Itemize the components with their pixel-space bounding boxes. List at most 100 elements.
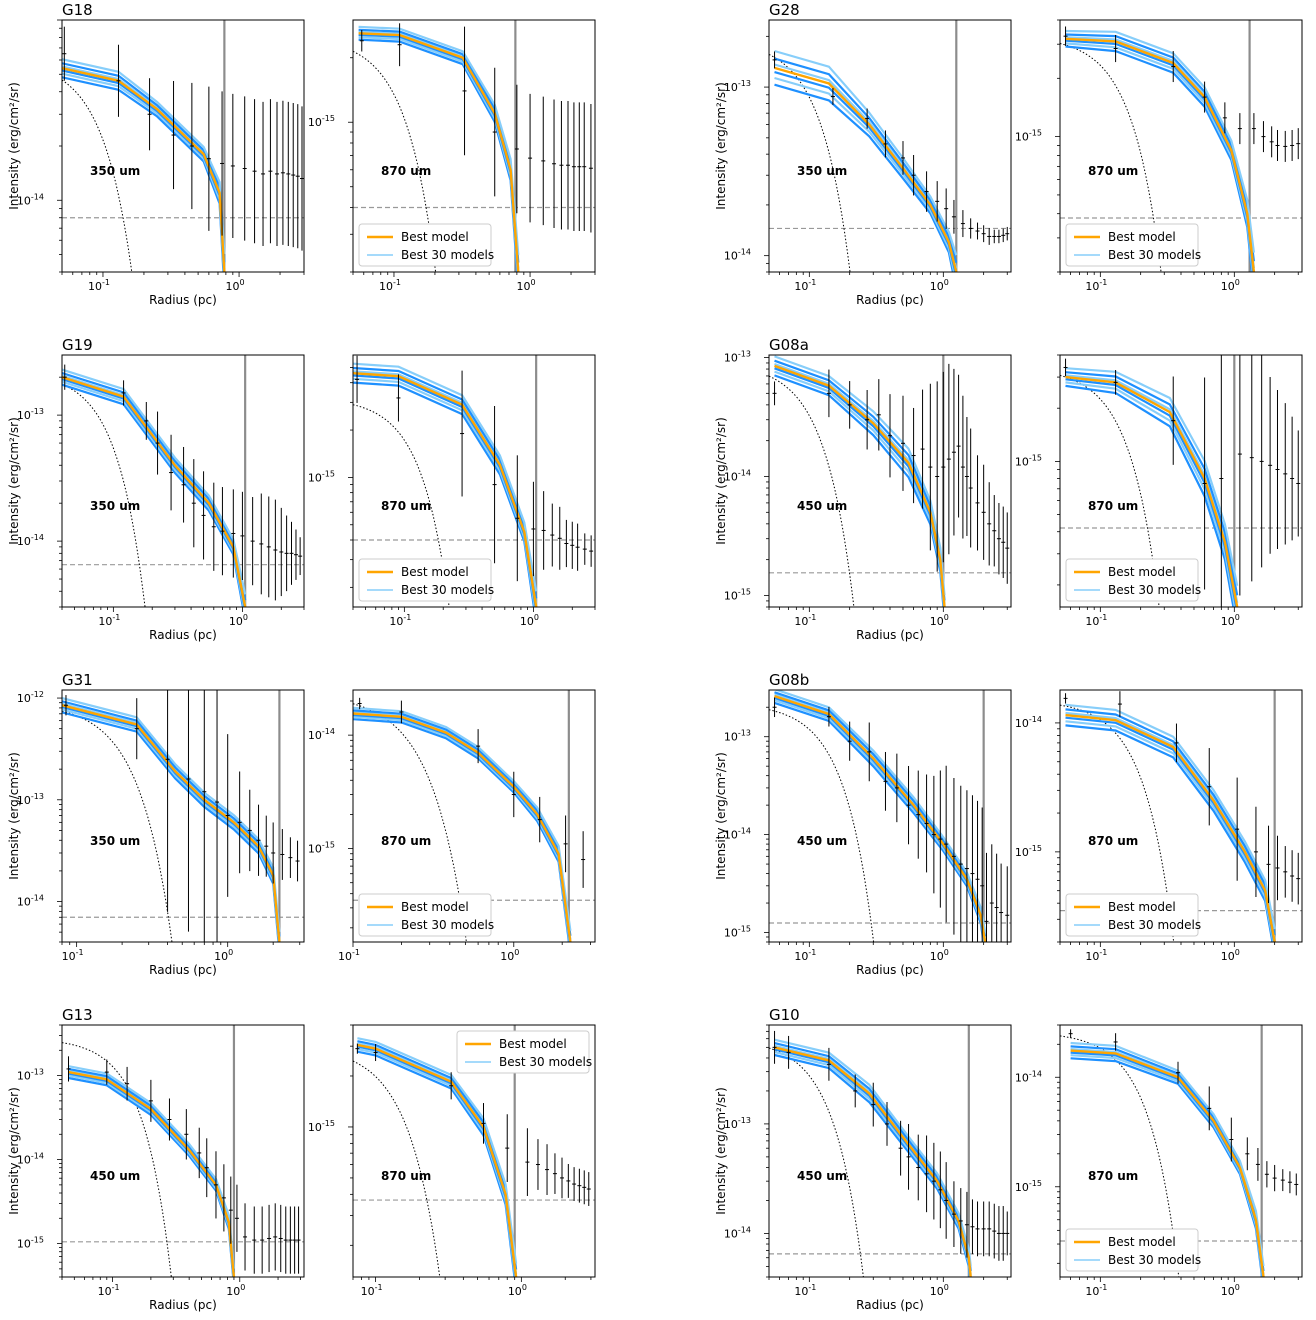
x-axis-label: Radius (pc): [856, 963, 924, 977]
y-tick-exponent: -14: [31, 192, 44, 201]
best30-model-line: [62, 62, 226, 263]
y-tick-exponent: -12: [31, 690, 44, 699]
x-tick-exponent: -1: [1099, 278, 1107, 287]
best30-model-line: [62, 76, 225, 272]
panel-title: G10: [769, 1006, 800, 1024]
x-tick-exponent: 0: [1235, 278, 1240, 287]
legend-label-best30: Best 30 models: [401, 583, 494, 597]
best30-model-line: [774, 1044, 972, 1275]
panel-g31b: 10-1 100 10-15 10-14 870 um Best model Best 30…: [308, 689, 596, 963]
best30-model-line: [62, 65, 226, 269]
y-tick-exponent: -15: [31, 1236, 44, 1245]
wavelength-label: 450 um: [797, 834, 847, 848]
x-tick-exponent: -1: [403, 613, 411, 622]
best-model-line: [353, 372, 538, 607]
x-tick-label: 100: [1221, 278, 1240, 293]
best30-model-line: [357, 1037, 518, 1264]
beam-profile-line: [769, 709, 875, 942]
y-axis-label: Intensity (erg/cm²/sr): [7, 417, 21, 545]
legend-label-best: Best model: [401, 565, 469, 579]
plot-area: [62, 1025, 304, 1277]
best-model-line: [1065, 375, 1239, 607]
y-tick-exponent: -15: [1029, 453, 1042, 462]
x-tick-exponent: 0: [522, 1283, 527, 1292]
x-tick-exponent: 0: [1235, 1283, 1240, 1292]
y-axis-label: Intensity (erg/cm²/sr): [7, 752, 21, 880]
legend-label-best30: Best 30 models: [499, 1055, 592, 1069]
legend-label-best: Best model: [499, 1037, 567, 1051]
x-tick-label: 10-1: [62, 948, 84, 963]
x-tick-exponent: 0: [534, 613, 539, 622]
x-tick-label: 10-1: [389, 613, 411, 628]
x-tick-label: 10-1: [1085, 1283, 1107, 1298]
best30-model-line: [62, 378, 246, 607]
best30-model-line: [353, 718, 571, 942]
y-tick-exponent: -15: [738, 925, 751, 934]
x-tick-exponent: 0: [240, 278, 245, 287]
best-model-line: [357, 1043, 518, 1277]
x-tick-exponent: 0: [1235, 948, 1240, 957]
x-tick-label: 100: [520, 613, 539, 628]
best30-model-line: [774, 1048, 972, 1277]
x-tick-label: 100: [214, 948, 233, 963]
plot-frame: [61, 689, 305, 943]
best30-model-line: [1065, 371, 1239, 596]
best30-model-line: [353, 706, 572, 931]
wavelength-label: 450 um: [797, 499, 847, 513]
x-tick-exponent: -1: [1099, 1283, 1107, 1292]
plot-area: [1060, 355, 1302, 607]
x-tick-exponent: -1: [808, 613, 816, 622]
y-tick-exponent: -13: [31, 1068, 44, 1077]
panel-g18b: 10-1 100 10-15 870 um Best model Best 30 mode…: [308, 19, 596, 293]
y-tick-exponent: -13: [31, 792, 44, 801]
plot-area: [1060, 690, 1302, 942]
y-tick-exponent: -13: [31, 407, 44, 416]
best30-model-line: [1065, 367, 1239, 587]
x-tick-exponent: 0: [240, 1283, 245, 1292]
best-model-line: [62, 376, 247, 607]
x-axis-label: Radius (pc): [149, 1298, 217, 1312]
y-tick-exponent: -15: [322, 114, 335, 123]
x-tick-exponent: -1: [1099, 613, 1107, 622]
x-tick-exponent: -1: [808, 1283, 816, 1292]
panel-title: G18: [62, 1, 93, 19]
legend-label-best30: Best 30 models: [1108, 248, 1201, 262]
best30-model-line: [774, 1038, 972, 1267]
x-axis-label: Radius (pc): [149, 628, 217, 642]
best-model-line: [774, 364, 946, 607]
plot-area: [769, 1025, 1011, 1277]
x-tick-label: 100: [930, 613, 949, 628]
y-tick-label: 10-14: [724, 248, 751, 263]
wavelength-label: 870 um: [1088, 1169, 1138, 1183]
x-axis-label: Radius (pc): [149, 293, 217, 307]
y-tick-label: 10-14: [1015, 715, 1042, 730]
y-tick-exponent: -15: [322, 841, 335, 850]
x-tick-exponent: -1: [808, 948, 816, 957]
y-tick-label: 10-15: [724, 925, 751, 940]
legend-label-best: Best model: [1108, 230, 1176, 244]
plot-frame: [352, 354, 596, 608]
plot-area: [769, 355, 1011, 607]
y-tick-label: 10-12: [17, 690, 44, 705]
x-tick-label: 10-1: [794, 613, 816, 628]
x-tick-label: 10-1: [1085, 278, 1107, 293]
panel-title: G19: [62, 336, 93, 354]
x-tick-label: 100: [1221, 948, 1240, 963]
beam-profile-line: [353, 50, 437, 272]
x-axis-label: Radius (pc): [149, 963, 217, 977]
best30-model-line: [774, 355, 946, 596]
legend-label-best: Best model: [1108, 565, 1176, 579]
beam-profile-line: [769, 375, 855, 607]
best30-model-line: [1065, 381, 1236, 607]
wavelength-label: 450 um: [90, 1169, 140, 1183]
wavelength-label: 350 um: [797, 164, 847, 178]
y-tick-exponent: -13: [738, 79, 751, 88]
best30-model-line: [62, 702, 281, 941]
legend: Best model Best 30 models: [456, 1030, 592, 1074]
plot-frame: [61, 1024, 305, 1278]
plot-area: [353, 690, 595, 942]
